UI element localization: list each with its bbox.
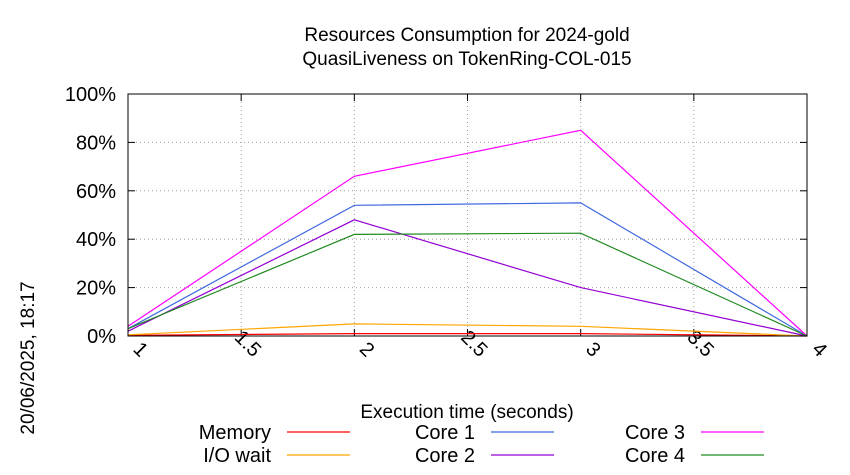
- legend-label-core-1: Core 1: [415, 422, 475, 444]
- y-axis-ticks: 0% 20% 40% 60% 80% 100%: [65, 84, 807, 348]
- plot-frame: [127, 93, 808, 337]
- legend-label-core-2: Core 2: [415, 445, 475, 467]
- x-tick-label: 2: [355, 338, 378, 361]
- series-lines: [127, 129, 808, 337]
- legend-label-i-o-wait: I/O wait: [203, 445, 271, 467]
- series-line-core-3: [127, 129, 808, 337]
- y-tick-label: 20%: [76, 278, 116, 300]
- y-tick-label: 60%: [76, 181, 116, 203]
- chart-title-line-2: QuasiLiveness on TokenRing-COL-015: [302, 49, 631, 70]
- y-tick-label: 80%: [76, 132, 116, 154]
- x-axis-ticks: 1 1.5 2 2.5 3 3.5 4: [127, 94, 831, 362]
- series-line-core-1: [127, 202, 808, 337]
- legend-label-core-3: Core 3: [625, 422, 685, 444]
- y-tick-label: 40%: [76, 229, 116, 251]
- x-tick-label: 4: [808, 338, 831, 361]
- timestamp-label: 20/06/2025, 18:17: [18, 281, 39, 434]
- chart-title-line-1: Resources Consumption for 2024-gold: [304, 25, 629, 46]
- series-line-core-4: [127, 232, 808, 337]
- x-tick-label: 2.5: [456, 326, 491, 361]
- y-tick-label: 100%: [65, 84, 116, 106]
- series-line-i-o-wait: [127, 323, 808, 337]
- x-tick-label: 1.5: [230, 326, 265, 361]
- x-axis-label: Execution time (seconds): [360, 402, 573, 423]
- series-line-core-2: [127, 219, 808, 337]
- grid: [127, 93, 808, 337]
- y-tick-label: 0%: [87, 326, 116, 348]
- legend-label-memory: Memory: [199, 422, 271, 444]
- series-line-memory: [127, 333, 808, 337]
- legend-label-core-4: Core 4: [625, 445, 685, 467]
- x-tick-label: 3: [581, 338, 604, 361]
- x-tick-label: 1: [129, 338, 152, 361]
